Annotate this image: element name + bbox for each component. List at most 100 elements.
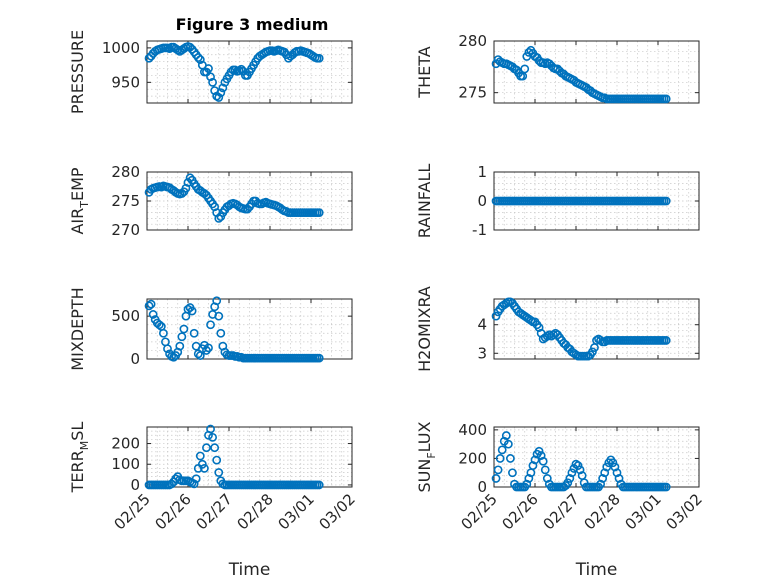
x-tick-label: 03/02 [663,490,706,533]
data-point [185,173,195,183]
y-tick-label: 1000 [102,39,140,57]
axes-box [146,40,353,104]
subplot-pressure: 950 1000 PRESSURE [68,30,353,114]
data-point [314,208,324,217]
x-tick-label: 02/26 [499,490,542,533]
y-tick-label: -1 [472,221,487,239]
y-tick-label: 100 [111,455,140,473]
data-point [505,454,515,463]
axes-box [146,426,353,488]
y-axis-label: MIXDEPTH [68,287,87,370]
x-tick-label: 03/01 [275,490,318,533]
data-point [314,353,324,363]
data-point [542,474,552,483]
data-point [214,213,224,223]
data-point [314,480,324,490]
data-point [534,446,544,456]
y-tick-label: 0 [477,192,487,210]
data-point [661,482,671,492]
data-point [236,64,246,74]
x-axis-label: Time [575,560,618,580]
data-point [530,455,540,465]
data-point [612,468,622,478]
y-tick-label: 3 [477,344,487,362]
y-tick-label: 280 [458,32,487,50]
data-point [491,311,501,321]
data-point [197,459,207,469]
data-point [148,310,158,319]
y-tick-label: 280 [111,163,140,181]
data-point [146,299,156,309]
x-tick-label: 02/28 [234,490,277,533]
y-axis-label: AIRTEMP [68,167,91,234]
data-point [495,454,505,463]
subplot-mixdepth: 0 500 MIXDEPTH [68,287,353,371]
data-point [187,306,197,316]
data-point [493,465,503,475]
subplot-h2omixra: 3 4 H2OMIXRA [415,286,700,372]
data-point [503,439,513,449]
data-point [588,347,597,357]
data-point [522,479,532,489]
axes-box [493,298,700,360]
data-point [528,461,538,470]
data-point [158,328,168,338]
y-axis-label: TERRMSL [68,422,91,494]
data-point [565,474,575,483]
data-point [206,424,215,434]
data-point [540,465,550,475]
data-point [596,479,605,489]
data-point [602,462,612,472]
data-point [189,328,199,338]
y-tick-label: 200 [111,435,140,453]
y-tick-label: 0 [130,476,140,494]
series-markers [144,42,324,102]
series-markers [491,196,671,206]
data-point [189,479,199,489]
data-point [183,304,193,314]
x-tick-label: 03/02 [316,490,359,533]
data-point [208,432,217,442]
subplot-air_temp: 270 275 280 AIRTEMP [68,163,353,239]
data-point [202,443,211,453]
y-tick-label: 200 [458,449,487,467]
x-tick-label: 03/01 [622,490,665,533]
x-tick-label: 02/27 [193,490,236,533]
data-point [661,336,671,345]
y-tick-label: 950 [111,73,140,91]
figure-title: Figure 3 medium [176,15,329,34]
y-tick-label: 270 [111,221,140,239]
data-point [598,474,608,483]
data-point [193,53,203,62]
data-point [573,461,583,470]
data-point [177,189,187,198]
data-point [204,64,213,73]
y-tick-label: 4 [477,316,487,334]
data-point [212,296,222,306]
data-point [563,478,573,488]
data-point [534,323,544,332]
data-point [195,451,205,461]
data-point [610,462,620,472]
series-markers [144,173,324,223]
data-point [614,474,624,483]
y-tick-label: 0 [130,350,140,368]
x-axis-label: Time [228,560,271,580]
data-point [567,468,577,478]
data-point [206,72,215,82]
y-tick-label: 275 [111,192,140,210]
y-tick-label: 400 [458,421,487,439]
subplot-theta: 275 280 THETA [415,32,700,104]
data-point [491,474,501,483]
series-markers [144,424,324,490]
data-point [214,468,224,477]
x-tick-label: 02/25 [458,490,501,533]
y-tick-label: 0 [477,478,487,496]
y-tick-label: 500 [111,307,140,325]
data-point [214,311,224,321]
data-point [497,445,507,455]
data-point [575,465,585,475]
data-point [212,455,222,465]
